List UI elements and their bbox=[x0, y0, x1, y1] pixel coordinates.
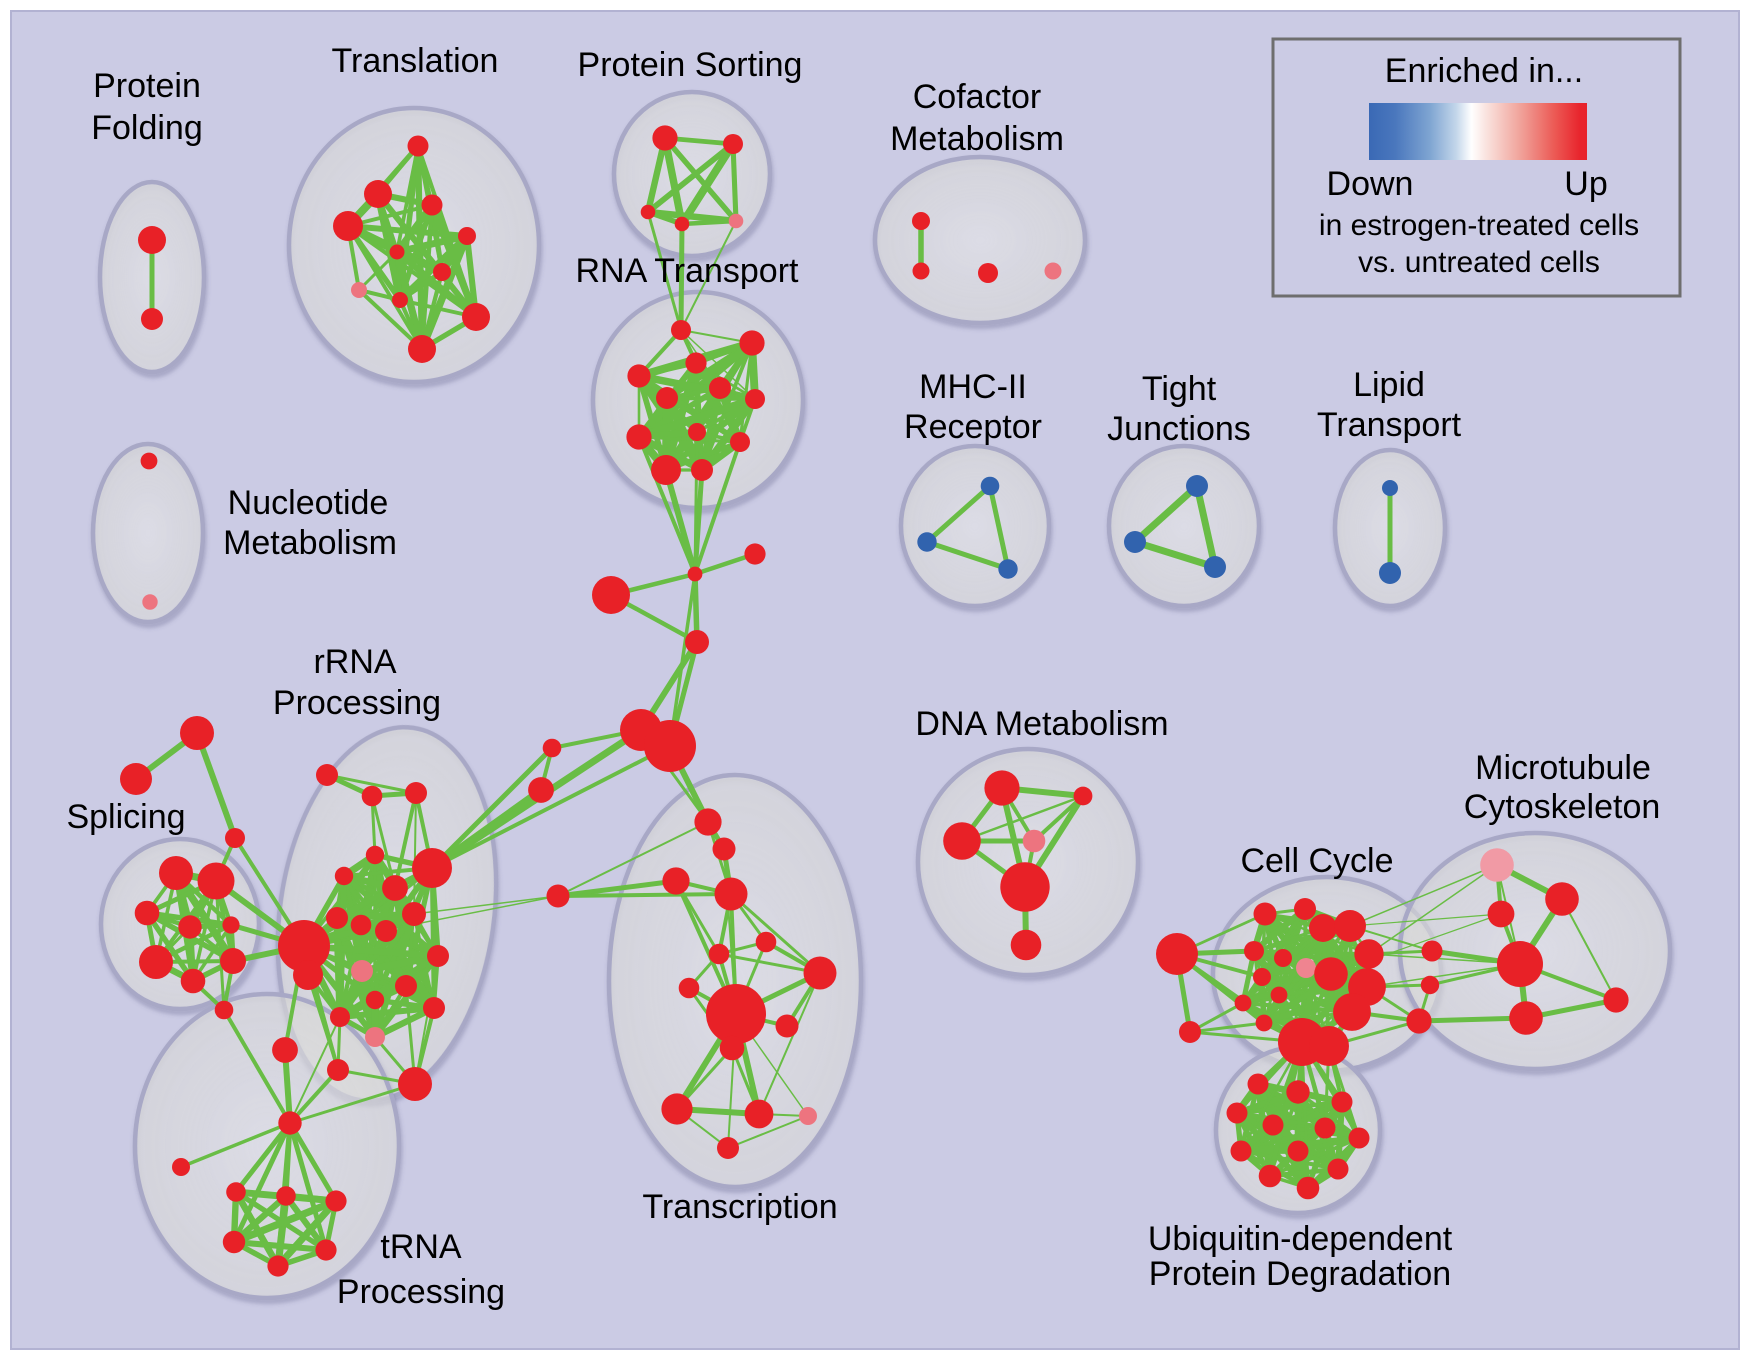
svg-text:Protein: Protein bbox=[93, 67, 201, 105]
svg-text:Enriched in...: Enriched in... bbox=[1385, 52, 1583, 90]
svg-text:tRNA: tRNA bbox=[380, 1228, 462, 1266]
svg-text:Metabolism: Metabolism bbox=[890, 120, 1064, 158]
svg-text:Protein Degradation: Protein Degradation bbox=[1149, 1255, 1451, 1293]
svg-text:Tight: Tight bbox=[1142, 370, 1217, 408]
svg-text:Cofactor: Cofactor bbox=[913, 78, 1042, 116]
svg-text:Splicing: Splicing bbox=[66, 798, 185, 836]
svg-text:RNA Transport: RNA Transport bbox=[576, 252, 800, 290]
svg-text:Up: Up bbox=[1564, 165, 1607, 203]
svg-text:in estrogen-treated cells: in estrogen-treated cells bbox=[1319, 209, 1639, 242]
svg-text:Nucleotide: Nucleotide bbox=[228, 484, 389, 522]
svg-text:Processing: Processing bbox=[337, 1273, 505, 1311]
svg-text:Translation: Translation bbox=[332, 42, 499, 80]
svg-text:Ubiquitin-dependent: Ubiquitin-dependent bbox=[1148, 1220, 1453, 1258]
svg-text:Protein Sorting: Protein Sorting bbox=[578, 46, 803, 84]
svg-text:Cell Cycle: Cell Cycle bbox=[1240, 842, 1393, 880]
svg-text:vs. untreated cells: vs. untreated cells bbox=[1358, 246, 1600, 279]
svg-text:MHC-II: MHC-II bbox=[919, 368, 1027, 406]
svg-text:Microtubule: Microtubule bbox=[1475, 749, 1651, 787]
svg-text:Transport: Transport bbox=[1317, 406, 1462, 444]
svg-text:Down: Down bbox=[1327, 165, 1414, 203]
svg-text:rRNA: rRNA bbox=[313, 643, 396, 681]
svg-text:Receptor: Receptor bbox=[904, 408, 1042, 446]
svg-text:Folding: Folding bbox=[91, 109, 203, 147]
svg-text:Cytoskeleton: Cytoskeleton bbox=[1464, 788, 1661, 826]
svg-text:Processing: Processing bbox=[273, 684, 441, 722]
svg-text:Lipid: Lipid bbox=[1353, 366, 1425, 404]
svg-text:DNA Metabolism: DNA Metabolism bbox=[915, 705, 1168, 743]
svg-text:Junctions: Junctions bbox=[1107, 410, 1251, 448]
svg-text:Metabolism: Metabolism bbox=[223, 524, 397, 562]
svg-text:Transcription: Transcription bbox=[642, 1188, 837, 1226]
